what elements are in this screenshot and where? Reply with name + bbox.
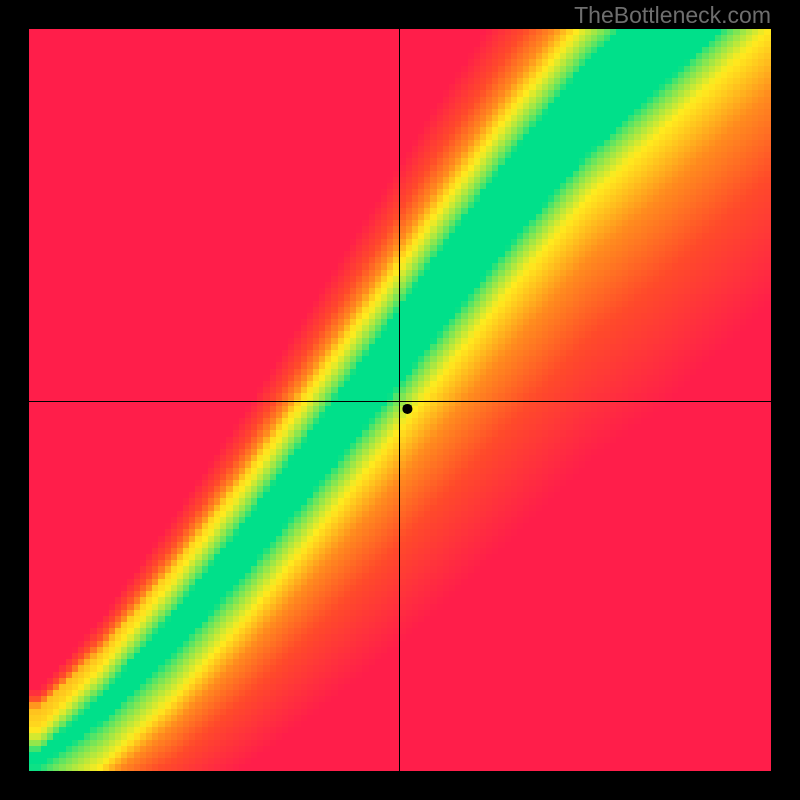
bottleneck-heatmap (29, 29, 771, 771)
source-watermark: TheBottleneck.com (574, 2, 771, 29)
chart-frame: TheBottleneck.com (0, 0, 800, 800)
